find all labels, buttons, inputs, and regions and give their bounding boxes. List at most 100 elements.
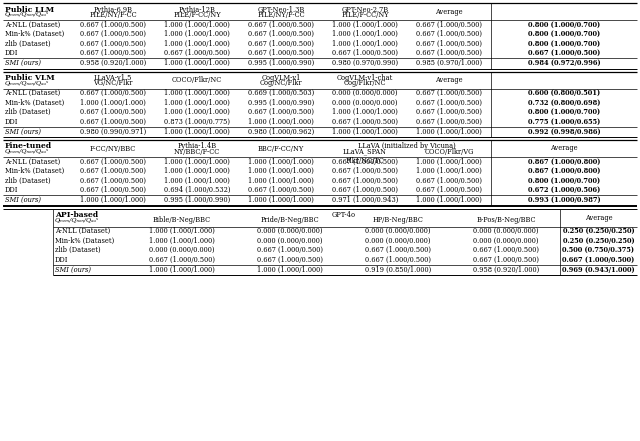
- Text: 0.667 (1.000/0.500): 0.667 (1.000/0.500): [365, 256, 431, 264]
- Text: A-NLL (Dataset): A-NLL (Dataset): [5, 89, 60, 97]
- Text: 0.980 (1.000/0.962): 0.980 (1.000/0.962): [248, 128, 314, 136]
- Text: Average: Average: [550, 145, 578, 153]
- Text: 0.958 (0.920/1.000): 0.958 (0.920/1.000): [473, 266, 539, 274]
- Text: Qₘₑₘ/Qₙₒₙ/Qₐᵤˣ: Qₘₑₘ/Qₙₒₙ/Qₐᵤˣ: [5, 11, 49, 16]
- Text: 0.995 (1.000/0.990): 0.995 (1.000/0.990): [248, 99, 314, 107]
- Text: Average: Average: [435, 76, 463, 84]
- Text: A-NLL (Dataset): A-NLL (Dataset): [55, 227, 110, 235]
- Text: 1.000 (1.000/1.000): 1.000 (1.000/1.000): [164, 167, 230, 175]
- Text: 1.000 (1.000/1.000): 1.000 (1.000/1.000): [164, 177, 230, 185]
- Text: F-CC/NY/BBC: F-CC/NY/BBC: [90, 145, 136, 153]
- Text: 1.000 (1.000/1.000): 1.000 (1.000/1.000): [332, 40, 398, 48]
- Text: Average: Average: [435, 7, 463, 15]
- Text: zlib (Dataset): zlib (Dataset): [55, 246, 100, 254]
- Text: CogVLM-v1-chat: CogVLM-v1-chat: [337, 74, 393, 82]
- Text: 0.800 (1.000/0.700): 0.800 (1.000/0.700): [528, 30, 600, 38]
- Text: 0.667 (1.000/0.500): 0.667 (1.000/0.500): [332, 186, 398, 194]
- Text: 0.694 (1.000/0.532): 0.694 (1.000/0.532): [164, 186, 230, 194]
- Text: Pythia-1.4B: Pythia-1.4B: [177, 142, 216, 150]
- Text: 0.000 (0.000/0.000): 0.000 (0.000/0.000): [365, 237, 431, 245]
- Text: Average: Average: [585, 213, 612, 221]
- Text: Pythia-12B: Pythia-12B: [179, 5, 216, 14]
- Text: DDI: DDI: [55, 256, 68, 264]
- Text: 0.500 (0.750/0.375): 0.500 (0.750/0.375): [563, 246, 634, 254]
- Text: 0.667 (1.000/0.500): 0.667 (1.000/0.500): [416, 89, 482, 97]
- Text: COCO/Flkr/NC: COCO/Flkr/NC: [172, 76, 222, 84]
- Text: 0.667 (1.000/0.500): 0.667 (1.000/0.500): [80, 40, 146, 48]
- Text: 0.667 (1.000/0.500): 0.667 (1.000/0.500): [248, 30, 314, 38]
- Text: 1.000 (1.000/1.000): 1.000 (1.000/1.000): [248, 167, 314, 175]
- Text: 1.000 (1.000/1.000): 1.000 (1.000/1.000): [248, 177, 314, 185]
- Text: 0.667 (1.000/0.500): 0.667 (1.000/0.500): [80, 21, 146, 29]
- Text: 0.000 (0.000/0.000): 0.000 (0.000/0.000): [332, 99, 397, 107]
- Text: 0.000 (0.000/0.000): 0.000 (0.000/0.000): [257, 227, 323, 235]
- Text: PILE/F-CC/NY: PILE/F-CC/NY: [173, 11, 221, 19]
- Text: 1.000 (1.000/1.000): 1.000 (1.000/1.000): [416, 158, 482, 166]
- Text: 0.980 (0.990/0.971): 0.980 (0.990/0.971): [80, 128, 146, 136]
- Text: GPT-Neo-1.3B: GPT-Neo-1.3B: [257, 5, 305, 14]
- Text: Cog/NC/Flkr: Cog/NC/Flkr: [260, 79, 302, 87]
- Text: 0.667 (1.000/0.500): 0.667 (1.000/0.500): [416, 30, 482, 38]
- Text: 0.667 (1.000/0.500): 0.667 (1.000/0.500): [528, 49, 600, 57]
- Text: API-based: API-based: [55, 211, 98, 219]
- Text: 0.667 (1.000/0.500): 0.667 (1.000/0.500): [332, 158, 398, 166]
- Text: 0.667 (1.000/0.500): 0.667 (1.000/0.500): [248, 108, 314, 116]
- Text: 0.732 (0.800/0.698): 0.732 (0.800/0.698): [528, 99, 600, 107]
- Text: 0.667 (1.000/0.500): 0.667 (1.000/0.500): [416, 40, 482, 48]
- Text: Cog/Flkr/NC: Cog/Flkr/NC: [344, 79, 387, 87]
- Text: 0.250 (0.250/0.250): 0.250 (0.250/0.250): [563, 237, 634, 245]
- Text: LLaVA (initialized by Vicuna): LLaVA (initialized by Vicuna): [358, 142, 456, 150]
- Text: Pride/B-Neg/BBC: Pride/B-Neg/BBC: [260, 216, 319, 224]
- Text: 0.995 (1.000/0.990): 0.995 (1.000/0.990): [248, 59, 314, 67]
- Text: 1.000 (1.000/1.000): 1.000 (1.000/1.000): [248, 118, 314, 126]
- Text: HP/B-Neg/BBC: HP/B-Neg/BBC: [372, 216, 424, 224]
- Text: 0.000 (0.000/0.000): 0.000 (0.000/0.000): [473, 227, 539, 235]
- Text: 1.000 (1.000/1.000): 1.000 (1.000/1.000): [332, 21, 398, 29]
- Text: 0.667 (1.000/0.500): 0.667 (1.000/0.500): [80, 89, 146, 97]
- Text: SMI (ours): SMI (ours): [55, 266, 91, 274]
- Text: 0.919 (0.850/1.000): 0.919 (0.850/1.000): [365, 266, 431, 274]
- Text: 0.867 (1.000/0.800): 0.867 (1.000/0.800): [528, 158, 600, 166]
- Text: 1.000 (1.000/1.000): 1.000 (1.000/1.000): [332, 30, 398, 38]
- Text: LLaVA-v1.5: LLaVA-v1.5: [94, 74, 132, 82]
- Text: 0.800 (1.000/0.700): 0.800 (1.000/0.700): [528, 21, 600, 29]
- Text: Min-k% (Dataset): Min-k% (Dataset): [5, 30, 64, 38]
- Text: Min-k% (Dataset): Min-k% (Dataset): [5, 99, 64, 107]
- Text: DDI: DDI: [5, 49, 19, 57]
- Text: 0.667 (1.000/0.500): 0.667 (1.000/0.500): [80, 118, 146, 126]
- Text: 0.667 (1.000/0.500): 0.667 (1.000/0.500): [248, 186, 314, 194]
- Text: 0.250 (0.250/0.250): 0.250 (0.250/0.250): [563, 227, 634, 235]
- Text: 1.000 (1.000/1.000): 1.000 (1.000/1.000): [149, 237, 215, 245]
- Text: 0.667 (1.000/0.500): 0.667 (1.000/0.500): [248, 40, 314, 48]
- Text: 1.000 (1.000/1.000): 1.000 (1.000/1.000): [164, 158, 230, 166]
- Text: 0.667 (1.000/0.500): 0.667 (1.000/0.500): [416, 108, 482, 116]
- Text: 0.667 (1.000/0.500): 0.667 (1.000/0.500): [164, 49, 230, 57]
- Text: Qₘₑₘ/Qₙₒₙ/Qₐᵤˣ: Qₘₑₘ/Qₙₒₙ/Qₐᵤˣ: [5, 149, 49, 153]
- Text: 1.000 (1.000/1.000): 1.000 (1.000/1.000): [257, 266, 323, 274]
- Text: 0.000 (0.000/0.000): 0.000 (0.000/0.000): [149, 246, 215, 254]
- Text: zlib (Dataset): zlib (Dataset): [5, 108, 51, 116]
- Text: Public LLM: Public LLM: [5, 5, 54, 14]
- Text: CogVLM-v1: CogVLM-v1: [261, 74, 301, 82]
- Text: Public VLM: Public VLM: [5, 74, 54, 82]
- Text: SMI (ours): SMI (ours): [5, 196, 41, 204]
- Text: SMI (ours): SMI (ours): [5, 128, 41, 136]
- Text: 1.000 (1.000/1.000): 1.000 (1.000/1.000): [416, 128, 482, 136]
- Text: 0.958 (0.920/1.000): 0.958 (0.920/1.000): [80, 59, 146, 67]
- Text: BBC/F-CC/NY: BBC/F-CC/NY: [258, 145, 304, 153]
- Text: 0.980 (0.970/0.990): 0.980 (0.970/0.990): [332, 59, 398, 67]
- Text: PILE/F-CC/NY: PILE/F-CC/NY: [341, 11, 389, 19]
- Text: 0.873 (1.000/0.775): 0.873 (1.000/0.775): [164, 118, 230, 126]
- Text: 0.800 (1.000/0.700): 0.800 (1.000/0.700): [528, 40, 600, 48]
- Text: 0.667 (1.000/0.500): 0.667 (1.000/0.500): [473, 246, 539, 254]
- Text: 0.667 (1.000/0.500): 0.667 (1.000/0.500): [416, 186, 482, 194]
- Text: 0.000 (0.000/0.000): 0.000 (0.000/0.000): [473, 237, 539, 245]
- Text: 0.667 (1.000/0.500): 0.667 (1.000/0.500): [80, 108, 146, 116]
- Text: 0.667 (1.000/0.500): 0.667 (1.000/0.500): [416, 21, 482, 29]
- Text: Fine-tuned: Fine-tuned: [5, 142, 52, 150]
- Text: Min-k% (Dataset): Min-k% (Dataset): [55, 237, 115, 245]
- Text: 0.000 (0.000/0.000): 0.000 (0.000/0.000): [365, 227, 431, 235]
- Text: 1.000 (1.000/1.000): 1.000 (1.000/1.000): [164, 59, 230, 67]
- Text: NY/BBC/F-CC: NY/BBC/F-CC: [174, 148, 220, 156]
- Text: 0.667 (1.000/0.500): 0.667 (1.000/0.500): [248, 49, 314, 57]
